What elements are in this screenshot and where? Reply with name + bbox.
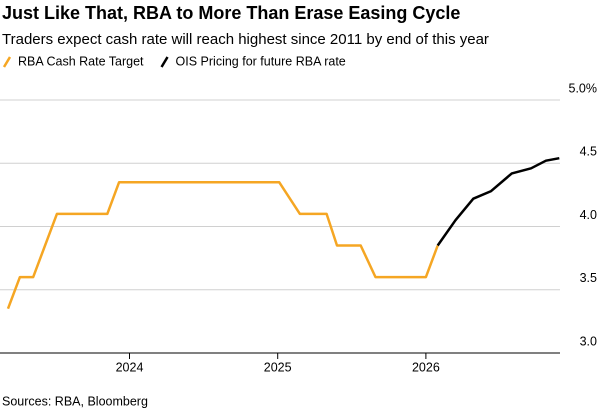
legend-label: OIS Pricing for future RBA rate	[176, 54, 346, 68]
legend-swatch	[160, 56, 169, 68]
series-line	[6, 180, 439, 310]
y-tick-label: 4.0	[580, 208, 597, 222]
y-tick-label: 3.0	[580, 334, 597, 348]
x-tick-label: 2024	[116, 360, 144, 374]
x-tick-label: 2025	[264, 360, 292, 374]
y-tick-label: 4.5	[580, 145, 597, 159]
source: Sources: RBA, Bloomberg	[2, 394, 148, 408]
chart-title: Just Like That, RBA to More Than Erase E…	[2, 3, 460, 23]
y-tick-label: 3.5	[580, 271, 597, 285]
y-tick-label: 5.0%	[569, 81, 598, 95]
legend-swatch	[2, 56, 12, 68]
x-tick-label: 2026	[412, 360, 440, 374]
legend-label: RBA Cash Rate Target	[18, 54, 144, 68]
series-line	[436, 156, 560, 247]
chart-subtitle: Traders expect cash rate will reach high…	[2, 31, 489, 48]
